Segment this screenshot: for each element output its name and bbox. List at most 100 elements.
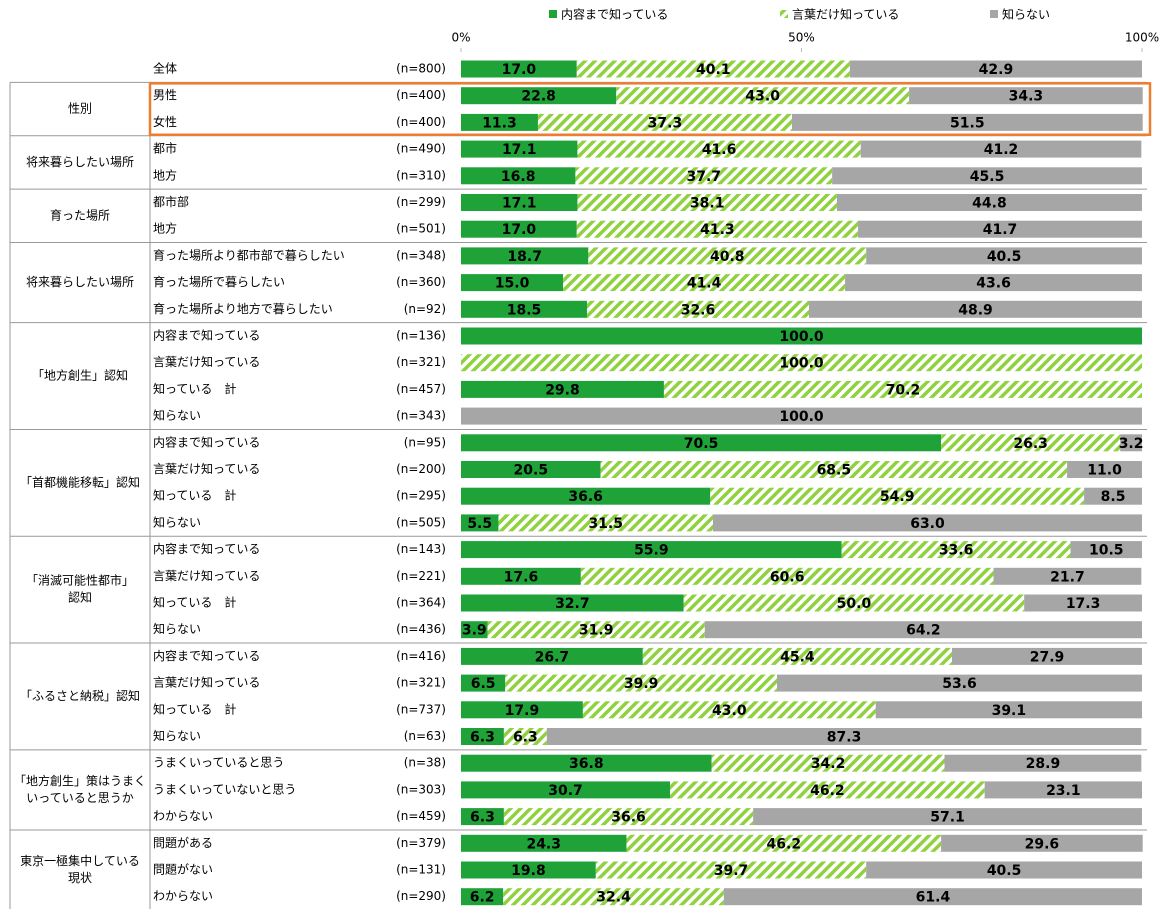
row-label: 問題がある [153,835,213,850]
value-label: 57.1 [930,810,965,826]
bar-segment [704,621,1142,639]
value-label: 17.1 [502,196,537,212]
value-label: 37.3 [648,115,683,131]
group-label: 東京一極集中している [20,853,140,868]
n-label: (n=457) [396,382,446,396]
value-label: 36.8 [569,756,604,772]
value-label: 23.1 [1046,783,1081,799]
bar-segment [546,728,1142,745]
value-label: 6.3 [513,730,538,746]
legend-swatch [990,10,998,18]
value-label: 3.2 [1119,436,1144,452]
bar-segment [461,728,504,745]
bar-segment [461,621,488,639]
n-label: (n=800) [396,62,446,76]
n-label: (n=95) [404,435,446,449]
bar-segment [1120,434,1142,452]
bar-segment [461,354,1142,372]
value-label: 17.0 [502,222,537,238]
bar-segment [993,567,1142,585]
value-label: 26.3 [1013,436,1048,452]
value-label: 68.5 [817,463,852,479]
value-label: 29.8 [545,382,580,398]
bar-segment [941,434,1121,452]
row-label: 男性 [153,88,177,102]
value-label: 43.0 [745,89,780,105]
n-label: (n=63) [404,729,446,743]
x-tick-label: 0% [451,31,470,45]
group-label: 「ふるさと納税」認知 [20,688,140,703]
value-label: 43.6 [976,276,1011,292]
row-label: うまくいっていないと思う [153,782,296,796]
bar-segment [683,594,1025,612]
bar-segment [461,647,643,665]
bar-segment [576,60,850,78]
bar-segment [461,327,1142,345]
legend-label: 内容まで知っている [561,7,668,22]
value-label: 3.9 [462,623,487,639]
bar-segment [849,60,1142,78]
value-label: 40.8 [710,249,745,265]
bar-segment [875,701,1142,719]
bar-segment [461,194,578,211]
bar-segment [600,461,1068,478]
value-label: 22.8 [521,89,556,105]
bar-segment [710,487,1085,505]
row-label: 知っている 計 [153,701,236,716]
bar-segment [845,274,1142,292]
n-label: (n=436) [396,622,446,636]
row-label: わからない [153,809,213,823]
bar-segment [487,621,705,639]
n-label: (n=400) [396,115,446,129]
value-label: 32.6 [681,302,716,318]
row-label: 言葉だけ知っている [153,569,260,583]
value-label: 28.9 [1026,756,1061,772]
value-label: 51.5 [950,115,985,131]
value-label: 50.0 [837,596,872,612]
row-label: 知らない [153,409,201,423]
bar-segment [860,140,1142,158]
bar-segment [461,434,942,452]
bar-segment [582,701,876,719]
bar-segment [580,567,994,585]
bar-segment [616,87,910,105]
value-label: 42.9 [979,62,1014,78]
n-label: (n=416) [396,649,446,663]
row-label: 全体 [153,61,177,76]
n-label: (n=321) [396,355,446,369]
row-label: 都市 [153,141,177,156]
value-label: 54.9 [880,489,915,505]
bar-segment [461,300,587,318]
n-label: (n=459) [396,809,446,823]
row-label: わからない [153,889,213,903]
bar-segment [753,808,1142,826]
row-label: 都市部 [153,194,189,209]
value-label: 29.6 [1025,836,1060,852]
n-label: (n=38) [404,756,446,770]
bar-segment [461,407,1142,425]
value-label: 39.7 [714,863,749,879]
value-label: 10.5 [1089,543,1124,559]
value-label: 17.1 [502,142,537,158]
bar-segment [866,861,1142,879]
row-label: 知らない [153,622,201,636]
row-label: 育った場所で暮らしたい [153,274,285,289]
value-label: 24.3 [526,836,561,852]
bar-segment [909,87,1143,105]
value-label: 18.5 [507,302,542,318]
bar-segment [461,247,589,265]
bar-segment [461,834,627,852]
bar-segment [575,167,833,185]
bar-segment [577,140,861,158]
n-label: (n=136) [396,329,446,343]
bar-segment [461,541,842,559]
value-label: 6.2 [470,890,495,906]
n-label: (n=348) [396,248,446,262]
bar-segment [461,113,538,131]
bar-segment [595,861,867,879]
n-label: (n=295) [396,489,446,503]
value-label: 63.0 [910,516,945,532]
bar-segment [461,87,617,105]
n-label: (n=360) [396,275,446,289]
